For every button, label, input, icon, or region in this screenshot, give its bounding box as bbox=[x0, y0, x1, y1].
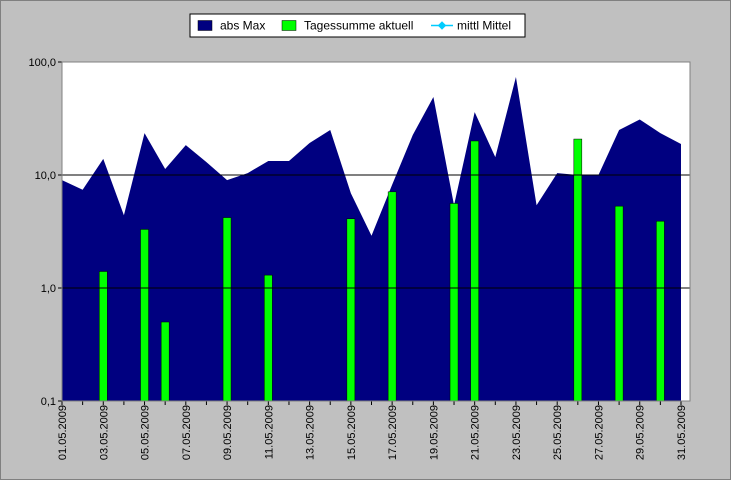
legend-label: abs Max bbox=[220, 19, 265, 33]
x-tick-label: 23.05.2009 bbox=[511, 405, 523, 460]
plot-border bbox=[61, 61, 691, 402]
y-tick-label: 0,1 bbox=[41, 396, 56, 408]
bar bbox=[470, 140, 479, 402]
x-tick-label: 09.05.2009 bbox=[222, 405, 234, 460]
legend-label: Tagessumme aktuell bbox=[304, 19, 413, 33]
x-tick-label: 11.05.2009 bbox=[263, 405, 275, 459]
x-tick-label: 07.05.2009 bbox=[181, 405, 193, 460]
legend-swatch bbox=[281, 20, 297, 31]
legend-marker bbox=[437, 21, 447, 30]
legend-label: mittl Mittel bbox=[457, 19, 511, 33]
x-tick-label: 27.05.2009 bbox=[593, 405, 605, 460]
x-tick-label: 05.05.2009 bbox=[140, 405, 152, 460]
bar bbox=[140, 229, 149, 402]
bar bbox=[264, 274, 273, 402]
legend-swatch bbox=[197, 20, 213, 31]
x-tick-label: 17.05.2009 bbox=[387, 405, 399, 460]
bar bbox=[160, 321, 170, 402]
y-tick-label: 1,0 bbox=[41, 283, 56, 295]
y-tick-label: 10,0 bbox=[35, 170, 56, 182]
area bbox=[62, 77, 681, 401]
bar bbox=[387, 191, 397, 402]
legend-box bbox=[189, 13, 526, 38]
bar bbox=[449, 203, 459, 402]
legend: abs Max Tagessumme aktuell mittl Mittel bbox=[189, 13, 526, 38]
x-tick-label: 21.05.2009 bbox=[470, 405, 482, 460]
x-tick-label: 03.05.2009 bbox=[98, 405, 110, 460]
bar bbox=[656, 220, 665, 402]
bar bbox=[573, 138, 583, 402]
x-tick-label: 13.05.2009 bbox=[305, 405, 317, 460]
x-tick-label: 29.05.2009 bbox=[635, 405, 647, 460]
bar bbox=[346, 218, 356, 402]
x-tick-label: 19.05.2009 bbox=[428, 405, 440, 460]
y-tick-label: 100,0 bbox=[28, 57, 56, 69]
x-tick-label: 15.05.2009 bbox=[346, 405, 358, 460]
x-tick-label: 25.05.2009 bbox=[552, 405, 564, 460]
x-tick-label: 01.05.2009 bbox=[57, 405, 69, 460]
bar bbox=[222, 217, 232, 402]
x-tick-label: 31.05.2009 bbox=[676, 405, 688, 460]
bar bbox=[614, 205, 624, 402]
bar bbox=[99, 271, 108, 402]
